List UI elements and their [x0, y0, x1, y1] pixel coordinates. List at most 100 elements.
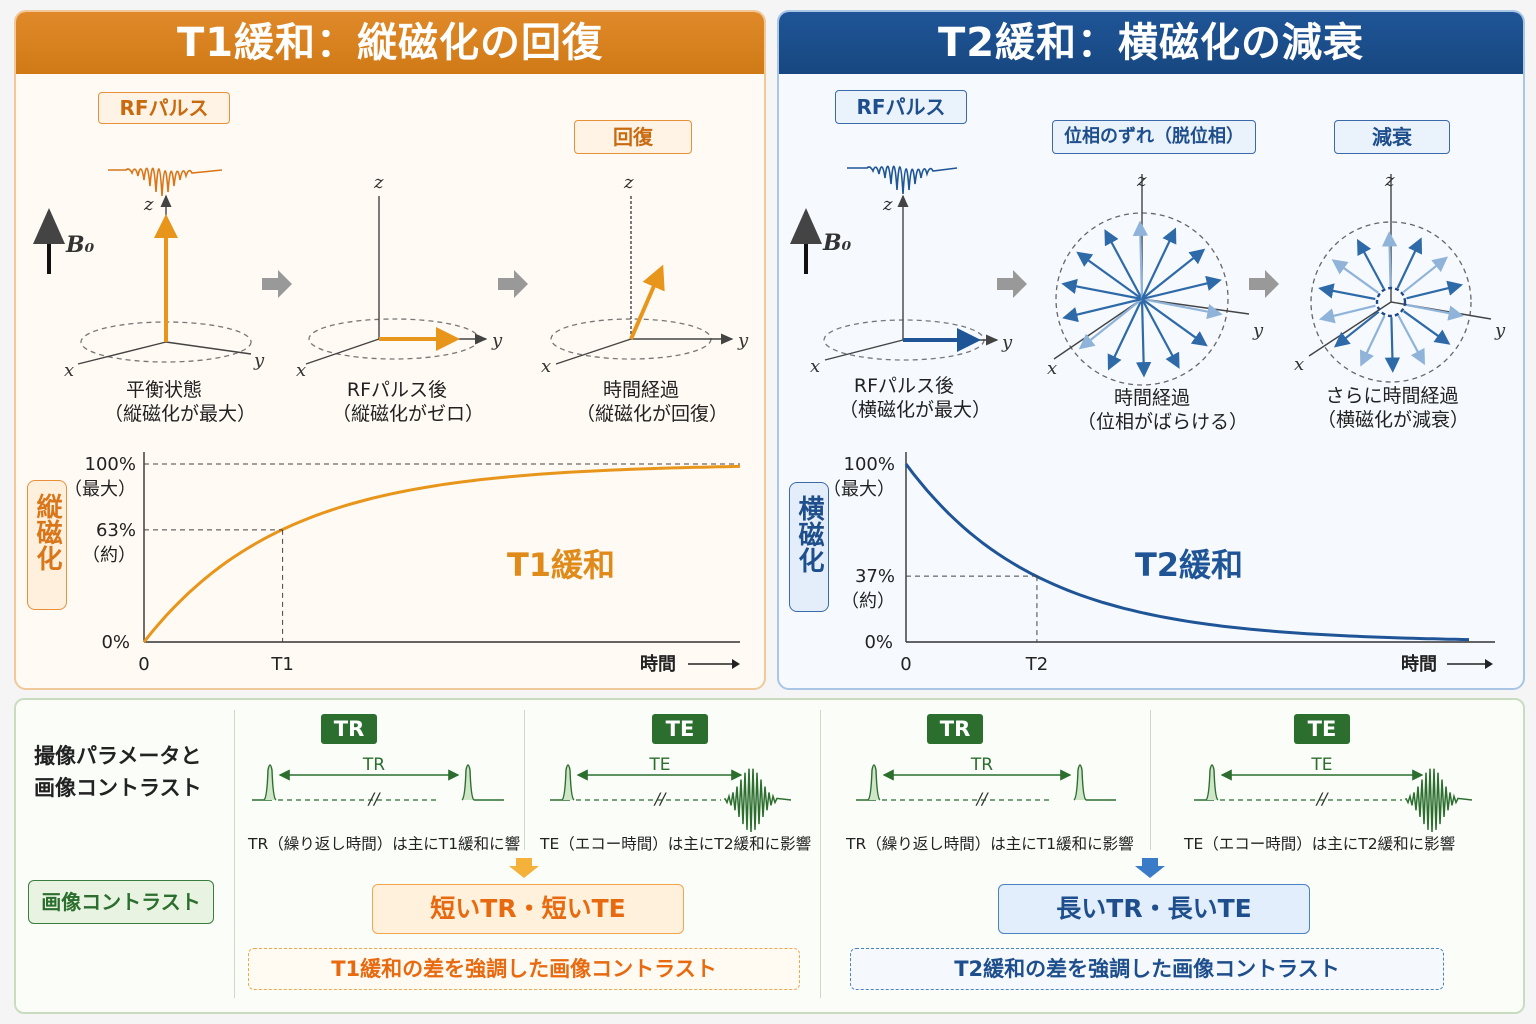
t1-tick-100: 100%: [85, 454, 136, 475]
svg-text:z: z: [882, 194, 893, 215]
t1-tick-100-sub: （最大）: [64, 479, 136, 500]
imaging-parameters-panel: 撮像パラメータと 画像コントラスト 画像コントラスト TR TE TR TE TR…: [14, 698, 1525, 1014]
left-tr-caption: TR（繰り返し時間）は主にT1緩和に響: [248, 835, 521, 853]
t2-x0: 0: [900, 654, 911, 675]
next-arrow: [262, 270, 292, 298]
spin-vector: [1357, 238, 1385, 290]
left-down-arrow: [509, 858, 539, 878]
t1-state-3: 時間経過 （縦磁化が回復）: [576, 379, 729, 425]
svg-text:y: y: [737, 330, 749, 351]
t1-curve-label: T1緩和: [507, 546, 615, 584]
next-arrow: [498, 270, 528, 298]
t1-tick-mid: 63%: [96, 520, 136, 541]
next-arrow: [1249, 270, 1279, 298]
spin-vector: [1062, 297, 1143, 323]
spin-vector: [1078, 298, 1143, 350]
svg-text:z: z: [143, 194, 154, 215]
svg-text:z: z: [1384, 170, 1395, 191]
spin-vector: [1318, 283, 1376, 301]
spin-vector: [1359, 315, 1386, 367]
parameters-heading: 撮像パラメータと 画像コントラスト: [34, 744, 202, 800]
right-tr-caption: TR（繰り返し時間）は主にT1緩和に影響: [846, 835, 1134, 853]
right-tr-sequence: [856, 764, 1116, 801]
spin-vector: [1406, 280, 1464, 300]
left-te-tag: TE: [652, 714, 708, 744]
spin-vector: [1141, 275, 1222, 301]
spin-vector: [1141, 248, 1206, 300]
svg-text:y: y: [491, 330, 503, 351]
t2-rf-wave: [847, 165, 958, 195]
t2-frame-after-rf: z y x: [810, 194, 1013, 377]
t2-xlabel: 時間: [1401, 654, 1437, 675]
svg-text:y: y: [253, 350, 265, 371]
t1-state-1: 平衡状態 （縦磁化が最大）: [104, 379, 257, 425]
t2-rf-pulse-label: RFパルス: [835, 90, 967, 124]
t2-state-3: さらに時間経過 （横磁化が減衰）: [1317, 385, 1470, 431]
svg-text:y: y: [1252, 320, 1264, 341]
left-tr-sequence: [252, 764, 504, 801]
t1-xlabel: 時間: [640, 654, 676, 675]
spin-vector: [1132, 220, 1149, 300]
right-result: 長いTR・長いTE: [998, 884, 1310, 934]
spin-vector: [1381, 231, 1398, 287]
spin-vector: [1403, 310, 1451, 345]
right-down-arrow: [1135, 858, 1165, 878]
t2-curve-label: T2緩和: [1135, 546, 1243, 584]
t1-frame-recovery: z y x: [541, 172, 749, 377]
right-te-caption: TE（エコー時間）は主にT2緩和に影響: [1184, 835, 1456, 853]
svg-text:x: x: [541, 356, 551, 377]
svg-text:z: z: [373, 172, 384, 193]
t2-state-2: 時間経過 （位相がばらける）: [1077, 387, 1249, 433]
t2-vector-diagram: B₀ z y x z y x z: [790, 165, 1506, 386]
spin-vector: [1333, 310, 1380, 348]
right-tr-span: TR: [970, 755, 993, 775]
spin-vector: [1402, 256, 1449, 294]
right-te-tag: TE: [1294, 714, 1350, 744]
svg-text://: //: [975, 789, 989, 808]
t2-frame-dephasing: z y x: [1047, 170, 1264, 386]
t2-tick-mid-sub: （約）: [841, 591, 895, 612]
pulse-sequence-diagrams: TR TE TR TE // // // //: [252, 755, 1473, 833]
t1-vector-diagram: B₀ z y x z y x: [33, 167, 749, 381]
svg-text:x: x: [64, 360, 74, 381]
contrast-tag: 画像コントラスト: [28, 880, 214, 924]
t2-title: T2緩和：横磁化の減衰: [779, 12, 1523, 74]
t1-state-2: RFパルス後 （縦磁化がゼロ）: [332, 379, 485, 425]
spin-vector: [1397, 314, 1425, 366]
spin-vector: [1135, 298, 1152, 378]
left-te-span: TE: [648, 755, 670, 775]
right-te-span: TE: [1310, 755, 1332, 775]
left-te-sequence: [550, 764, 792, 833]
spin-vector: [1384, 317, 1401, 373]
svg-text:x: x: [296, 360, 306, 381]
spin-vector: [1406, 303, 1464, 321]
t1-chart: 100% （最大） 63% （約） 0% 0 T1 時間 T1緩和: [64, 452, 741, 675]
spin-vector: [1076, 251, 1143, 300]
svg-text://: //: [653, 789, 667, 808]
svg-text:x: x: [1294, 354, 1304, 375]
t1-ylabel: 縦磁化: [27, 480, 67, 610]
t2-ylabel: 横磁化: [789, 482, 829, 612]
right-te-sequence: [1194, 764, 1473, 833]
svg-text:y: y: [1001, 332, 1013, 353]
spin-vector: [1061, 278, 1143, 301]
t1-xmark: T1: [270, 654, 293, 675]
svg-text://: //: [367, 789, 381, 808]
left-te-caption: TE（エコー時間）は主にT2緩和に影響: [540, 835, 812, 853]
right-sub: T2緩和の差を強調した画像コントラスト: [850, 948, 1444, 990]
t2-panel: T2緩和：横磁化の減衰 RFパルス 位相のずれ（脱位相） 減衰 B₀ z y x: [777, 10, 1525, 690]
left-tr-span: TR: [362, 755, 385, 775]
t1-tick-0: 0%: [101, 632, 130, 653]
spin-vector: [1141, 298, 1180, 369]
t1-rf-wave: [108, 167, 223, 197]
t1-b0-label: B₀: [65, 232, 95, 258]
svg-text://: //: [1315, 789, 1329, 808]
t2-chart: 100% （最大） 37% （約） 0% 0 T2 時間 T2緩和: [823, 452, 1495, 675]
t1-recover-label: 回復: [574, 120, 692, 154]
spin-vector: [1318, 304, 1376, 324]
t2-tick-100: 100%: [844, 454, 895, 475]
t1-panel: T1緩和：縦磁化の回復 RFパルス 回復 B₀ z y x: [14, 10, 766, 690]
t1-magnetization-vector-recovering: [629, 264, 665, 340]
t2-tick-mid: 37%: [855, 566, 895, 587]
t2-tick-100-sub: （最大）: [823, 479, 895, 500]
